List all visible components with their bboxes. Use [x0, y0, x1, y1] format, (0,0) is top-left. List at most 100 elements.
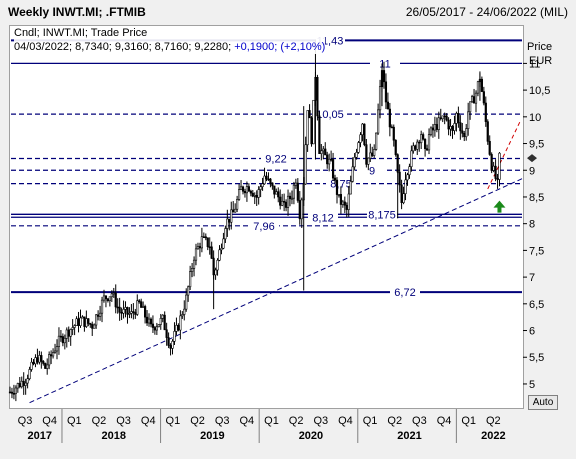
candle-body [200, 236, 203, 249]
candle-body [38, 355, 41, 363]
x-quarter-label: Q1 [67, 415, 82, 427]
x-year-label: 2018 [101, 430, 125, 442]
candle-body [253, 195, 256, 197]
candle-body [161, 314, 164, 319]
candle-body [390, 126, 393, 129]
candle-body [243, 190, 247, 194]
candle-body [210, 246, 213, 259]
y-tick-label: 11 [529, 58, 540, 70]
candle-body [261, 183, 264, 187]
candle-body [496, 178, 499, 180]
candle-body [236, 199, 239, 210]
level-label-bg [357, 163, 387, 177]
candle-body [247, 186, 250, 192]
candle-body [359, 134, 362, 143]
candle-body [333, 177, 337, 181]
candle-body [73, 325, 76, 328]
candle-body [269, 178, 272, 184]
candle-body [114, 292, 117, 308]
candle-body [414, 145, 417, 150]
trend-line [29, 177, 524, 404]
candle-body [427, 134, 431, 151]
candle-body [22, 380, 25, 386]
candle-body [449, 126, 452, 130]
candle-body [189, 271, 192, 288]
candle-body [292, 184, 296, 199]
candle-body [294, 182, 297, 186]
candle-body [95, 314, 98, 326]
candle-body [330, 158, 333, 161]
x-quarter-label: Q2 [92, 415, 107, 427]
candle-body [36, 357, 39, 363]
candle-body [484, 102, 487, 122]
candle-body [361, 123, 364, 136]
candle-body [373, 149, 376, 156]
candle-body [286, 195, 290, 208]
candle-body [194, 248, 198, 261]
candle-body [65, 329, 68, 339]
candle-body [81, 316, 84, 319]
candle-body [55, 346, 59, 352]
candle-body [349, 181, 352, 195]
candle-body [100, 299, 104, 314]
candle-body [371, 152, 374, 156]
x-quarter-label: Q1 [461, 415, 476, 427]
candle-body [404, 179, 407, 195]
candle-body [476, 81, 480, 94]
candle-body [181, 314, 184, 317]
candle-body [296, 182, 299, 201]
candle-body [353, 156, 356, 168]
candle-body [91, 324, 94, 329]
candle-body [439, 117, 442, 120]
candle-body [290, 197, 294, 200]
x-quarter-label: Q4 [42, 415, 57, 427]
candle-body [50, 354, 53, 357]
candle-body [482, 91, 485, 104]
candle-body [281, 200, 284, 206]
y-tick-label: 10 [529, 112, 541, 124]
candle-body [71, 327, 74, 330]
level-label: 8,12 [312, 212, 333, 224]
y-tick-label: 6,5 [529, 299, 544, 311]
candle-body [308, 110, 311, 119]
y-tick-label: 8,5 [529, 192, 544, 204]
candle-body [249, 190, 252, 194]
candle-body [320, 150, 323, 154]
candle-body [316, 76, 319, 117]
candle-body [144, 306, 147, 318]
candle-body [378, 86, 382, 111]
candle-body [271, 182, 274, 187]
candle-body [257, 189, 260, 198]
candle-body [375, 132, 378, 150]
candle-body [422, 134, 425, 140]
candle-body [140, 301, 143, 308]
candle-body [420, 134, 423, 143]
candle-body [112, 292, 115, 295]
candle-body [97, 314, 100, 317]
level-label: 11 [379, 58, 390, 70]
candle-body [171, 341, 174, 349]
candle-body [265, 175, 268, 180]
level-label-bg [308, 210, 338, 224]
chart-title: Weekly INWT.MI; .FTMIB [8, 5, 146, 19]
candle-body [218, 249, 221, 261]
candle-body [400, 184, 403, 203]
candle-body [10, 391, 14, 394]
y-axis-label: Price [527, 41, 552, 53]
candle-body [445, 115, 448, 121]
candle-body [116, 306, 119, 309]
candle-body [102, 295, 106, 301]
candle-body [394, 139, 397, 155]
candle-body [134, 312, 137, 315]
candle-body [392, 126, 395, 141]
x-quarter-label: Q2 [190, 415, 205, 427]
auto-scale-button[interactable]: Auto [528, 395, 558, 410]
candle-body [355, 152, 358, 158]
candle-body [220, 247, 223, 251]
candle-body [163, 314, 166, 331]
candle-body [469, 101, 472, 113]
candle-body [283, 200, 286, 203]
candle-body [474, 92, 478, 104]
candle-body [59, 335, 63, 338]
